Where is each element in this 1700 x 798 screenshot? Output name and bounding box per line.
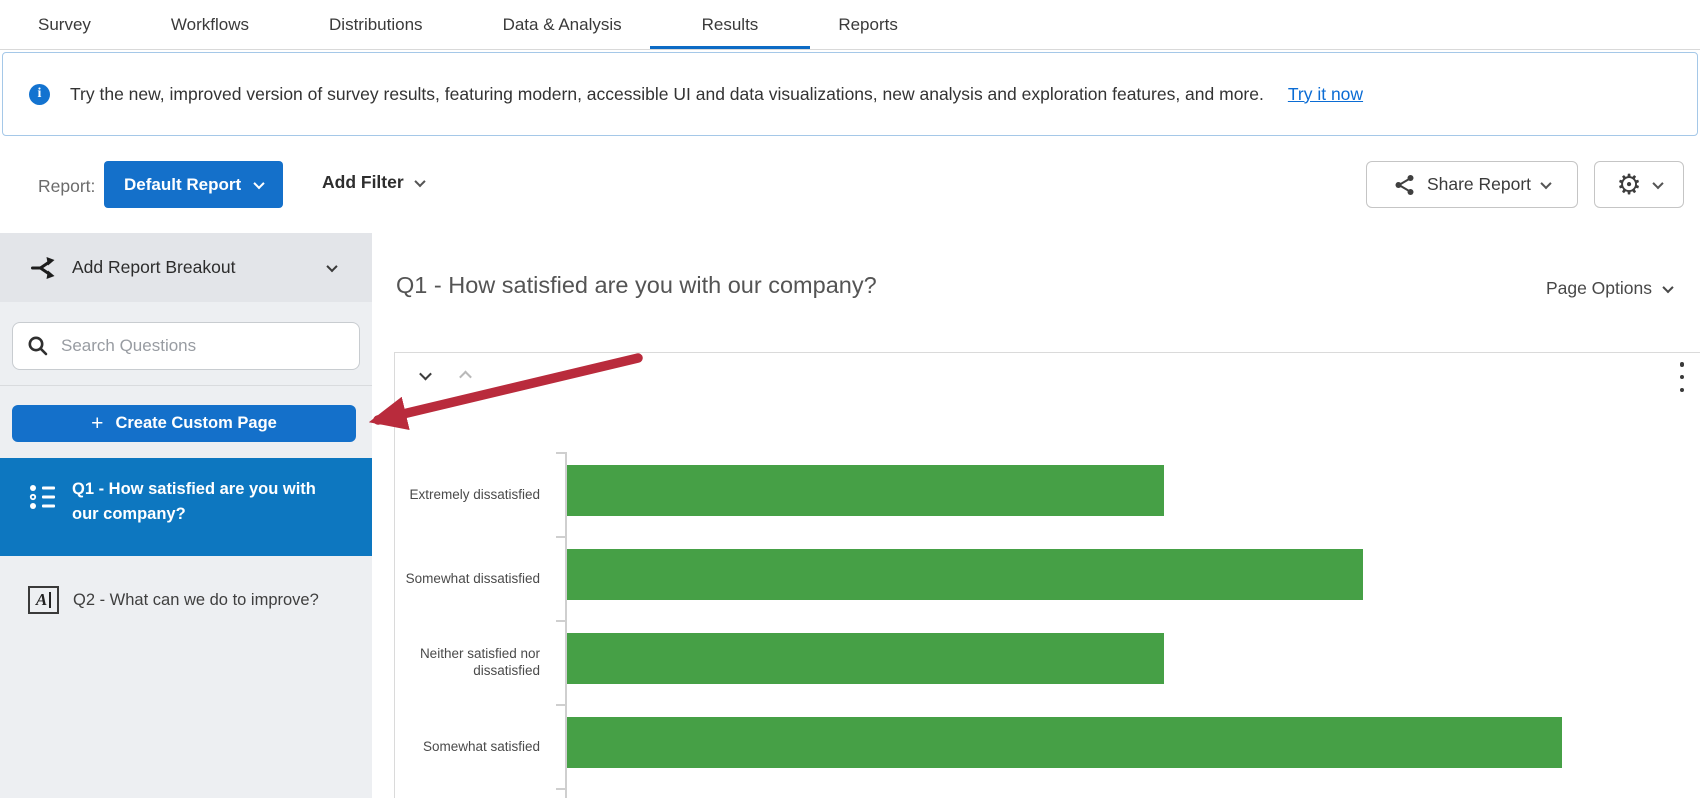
info-icon: i bbox=[29, 83, 50, 105]
add-report-breakout-button[interactable]: Add Report Breakout bbox=[0, 233, 372, 302]
chevron-down-icon bbox=[1662, 281, 1674, 293]
chart-row: Neither satisfied nor dissatisfied bbox=[400, 620, 1696, 704]
top-nav: Survey Workflows Distributions Data & An… bbox=[0, 0, 1700, 50]
banner-message: Try the new, improved version of survey … bbox=[70, 83, 1264, 104]
multiple-choice-icon bbox=[29, 485, 55, 509]
search-questions-box bbox=[12, 322, 360, 370]
search-questions-input[interactable] bbox=[61, 336, 345, 356]
report-selector-label: Default Report bbox=[124, 174, 242, 194]
move-widget-down-button[interactable] bbox=[412, 362, 438, 388]
tab-survey[interactable]: Survey bbox=[38, 14, 91, 34]
bar-somewhat-satisfied bbox=[567, 717, 1562, 768]
chevron-up-icon bbox=[458, 370, 472, 383]
chart-row: Extremely dissatisfied bbox=[400, 452, 1696, 536]
sidebar-item-q1[interactable]: Q1 - How satisfied are you with our comp… bbox=[0, 458, 372, 556]
tab-reports[interactable]: Reports bbox=[838, 14, 898, 34]
search-icon bbox=[28, 336, 48, 356]
chevron-down-icon bbox=[1540, 177, 1552, 189]
category-label: Neither satisfied nor dissatisfied bbox=[419, 646, 540, 678]
move-widget-up-button-disabled[interactable] bbox=[452, 362, 478, 388]
widget-menu-button[interactable] bbox=[1672, 360, 1692, 394]
chart-row: Somewhat satisfied bbox=[400, 704, 1696, 788]
chart-row: Somewhat dissatisfied bbox=[400, 536, 1696, 620]
page-options-button[interactable]: Page Options bbox=[1545, 278, 1674, 299]
bar-neither-satisfied-nor-dissatisfied bbox=[567, 633, 1164, 684]
create-custom-page-button[interactable]: + Create Custom Page bbox=[12, 405, 356, 442]
tab-workflows[interactable]: Workflows bbox=[170, 14, 250, 34]
report-selector-button[interactable]: Default Report bbox=[104, 161, 284, 208]
share-report-label: Share Report bbox=[1426, 174, 1532, 194]
page-options-label: Page Options bbox=[1545, 278, 1652, 298]
axis-tick bbox=[556, 704, 565, 706]
text-entry-icon: A bbox=[28, 586, 59, 614]
add-filter-button[interactable]: Add Filter bbox=[322, 172, 426, 193]
chevron-down-icon bbox=[414, 175, 426, 187]
settings-button[interactable]: ⚙ bbox=[1594, 161, 1684, 208]
try-it-now-link[interactable]: Try it now bbox=[1287, 83, 1364, 104]
branch-icon bbox=[31, 256, 55, 279]
bar-extremely-dissatisfied bbox=[567, 465, 1164, 516]
chevron-down-icon bbox=[418, 367, 432, 380]
chevron-down-icon bbox=[253, 177, 265, 189]
bar-somewhat-dissatisfied bbox=[567, 549, 1363, 600]
axis-tick bbox=[556, 788, 565, 790]
chevron-down-icon bbox=[326, 260, 338, 272]
bar-chart: Extremely dissatisfied Somewhat dissatis… bbox=[400, 452, 1696, 798]
axis-tick bbox=[556, 620, 565, 622]
sidebar-divider bbox=[0, 385, 372, 386]
report-label: Report: bbox=[38, 176, 96, 196]
sidebar-item-q1-label: Q1 - How satisfied are you with our comp… bbox=[72, 480, 316, 523]
category-label: Extremely dissatisfied bbox=[409, 486, 540, 502]
sidebar-item-q2-label: Q2 - What can we do to improve? bbox=[73, 590, 319, 609]
tab-distributions[interactable]: Distributions bbox=[329, 14, 423, 34]
axis-tick bbox=[556, 452, 565, 454]
chart-y-axis bbox=[565, 452, 567, 798]
share-report-button[interactable]: Share Report bbox=[1366, 161, 1578, 208]
tab-data-analysis[interactable]: Data & Analysis bbox=[502, 14, 622, 34]
tab-results[interactable]: Results bbox=[649, 0, 810, 49]
category-label: Somewhat dissatisfied bbox=[405, 570, 540, 586]
axis-tick bbox=[556, 536, 565, 538]
sidebar-item-q2[interactable]: A Q2 - What can we do to improve? bbox=[0, 575, 372, 625]
create-custom-page-label: Create Custom Page bbox=[115, 414, 277, 432]
chevron-down-icon bbox=[1651, 177, 1664, 189]
info-banner: i Try the new, improved version of surve… bbox=[2, 52, 1698, 136]
gear-icon: ⚙ bbox=[1616, 168, 1642, 200]
plus-icon: + bbox=[91, 411, 104, 435]
category-label: Somewhat satisfied bbox=[422, 738, 540, 754]
page-title: Q1 - How satisfied are you with our comp… bbox=[396, 272, 877, 298]
add-filter-label: Add Filter bbox=[322, 172, 404, 192]
share-icon bbox=[1395, 174, 1414, 195]
add-report-breakout-label: Add Report Breakout bbox=[72, 257, 236, 277]
sidebar: Add Report Breakout + Create Custom Page bbox=[0, 233, 372, 798]
